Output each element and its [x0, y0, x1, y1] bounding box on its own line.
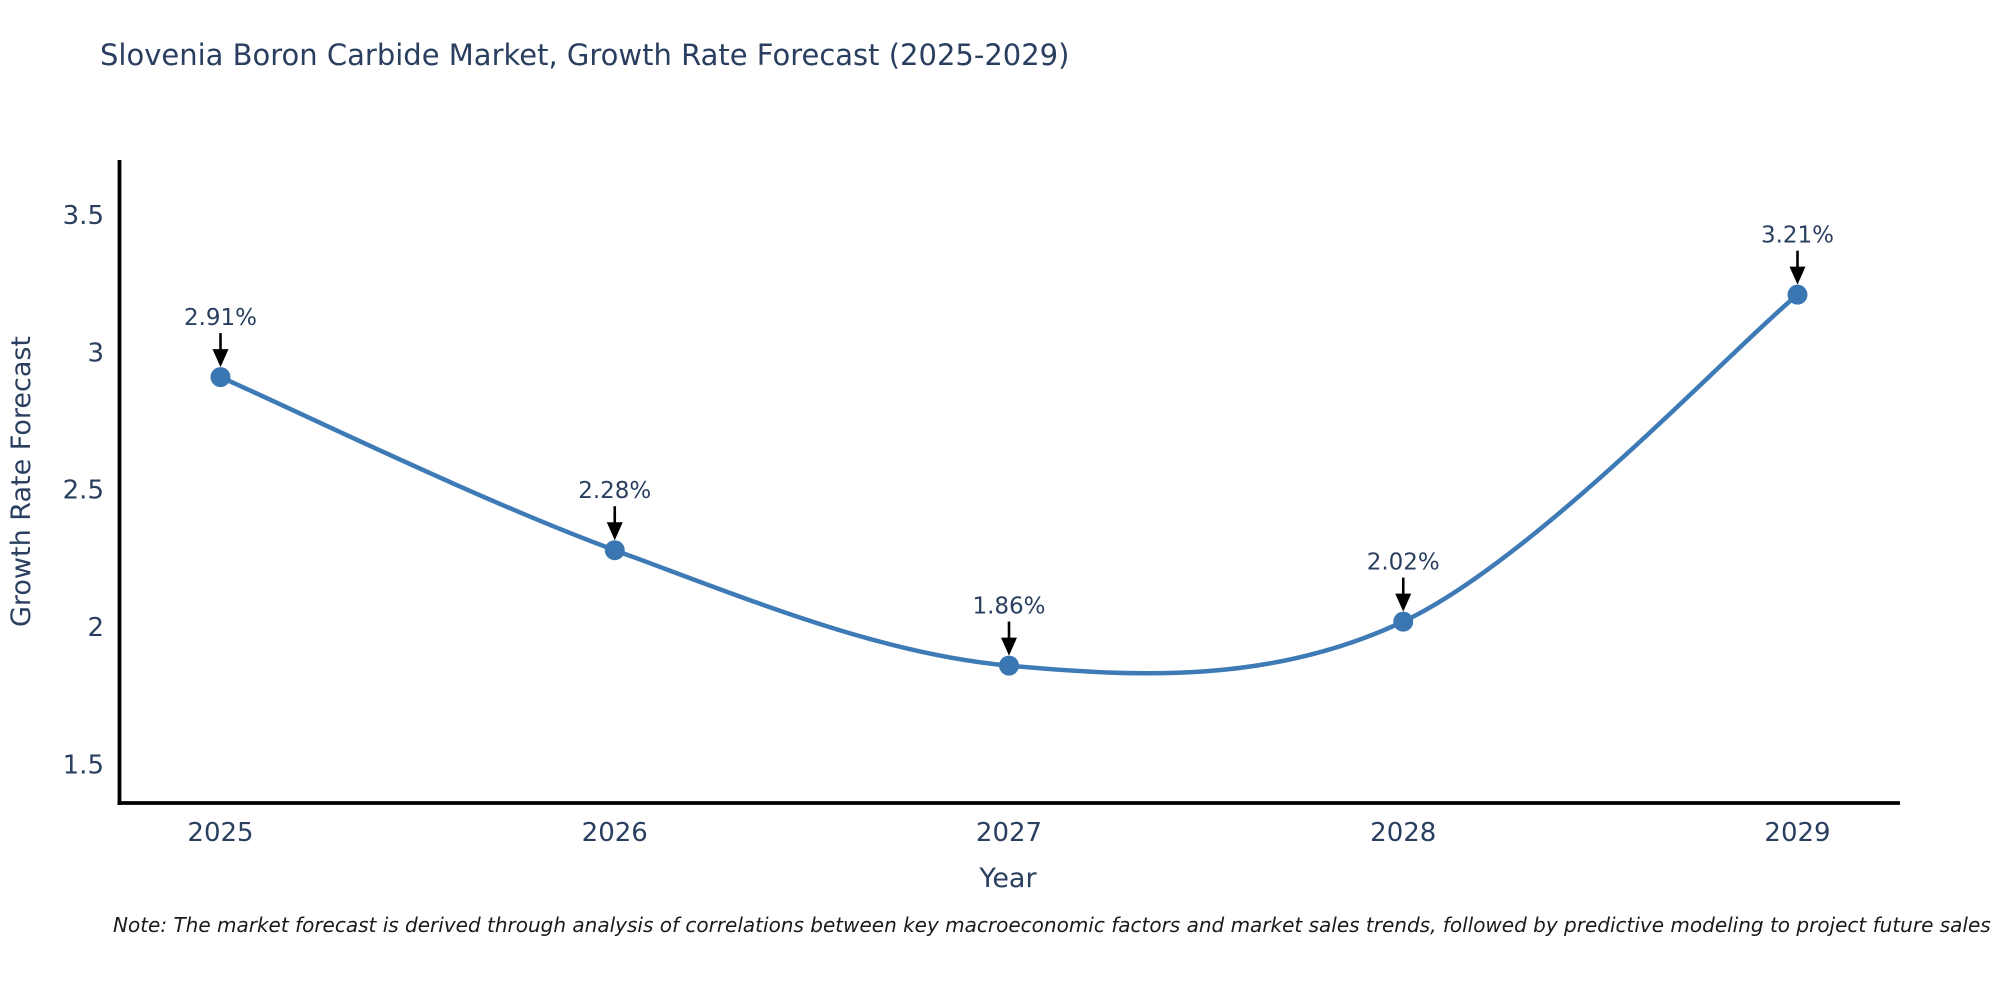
point-value-label: 1.86%: [972, 594, 1045, 620]
chart-title: Slovenia Boron Carbide Market, Growth Ra…: [100, 38, 1070, 72]
data-point-2029[interactable]: [1787, 284, 1808, 305]
footnote-text: Note: The market forecast is derived thr…: [113, 913, 1991, 937]
annotation-arrowhead-icon: [212, 349, 229, 368]
y-tick-label: 1.5: [63, 751, 104, 781]
x-tick-label: 2027: [976, 818, 1042, 848]
y-tick-label: 2: [87, 613, 104, 643]
data-point-2026[interactable]: [604, 540, 625, 561]
annotation-arrowhead-icon: [1001, 637, 1017, 656]
x-tick-label: 2028: [1370, 818, 1436, 848]
annotation-arrowhead-icon: [1789, 266, 1806, 285]
data-point-2025[interactable]: [210, 367, 231, 388]
y-tick-label: 2.5: [63, 476, 104, 506]
y-tick-label: 3.5: [63, 201, 104, 231]
data-point-2028[interactable]: [1393, 611, 1414, 632]
point-value-label: 3.21%: [1761, 223, 1834, 249]
annotation-arrowhead-icon: [606, 522, 623, 541]
y-axis-title: Growth Rate Forecast: [6, 336, 37, 627]
x-axis-title: Year: [978, 863, 1037, 894]
point-value-label: 2.02%: [1367, 550, 1440, 576]
x-tick-label: 2026: [582, 818, 648, 848]
annotation-arrowhead-icon: [1395, 593, 1412, 612]
y-tick-label: 3: [87, 338, 104, 368]
x-tick-label: 2025: [187, 818, 253, 848]
x-tick-label: 2029: [1764, 818, 1830, 848]
point-value-label: 2.28%: [578, 478, 651, 504]
data-point-2027[interactable]: [999, 655, 1019, 676]
point-value-label: 2.91%: [184, 305, 257, 331]
